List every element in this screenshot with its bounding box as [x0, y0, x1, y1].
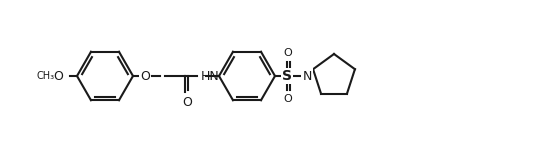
Text: N: N [302, 69, 312, 83]
Text: O: O [284, 94, 293, 104]
Text: O: O [284, 48, 293, 58]
Text: O: O [140, 69, 150, 83]
Text: O: O [182, 96, 192, 109]
Text: S: S [282, 69, 292, 83]
Text: CH₃: CH₃ [37, 71, 55, 81]
Text: O: O [53, 69, 63, 83]
Text: HN: HN [201, 69, 220, 83]
